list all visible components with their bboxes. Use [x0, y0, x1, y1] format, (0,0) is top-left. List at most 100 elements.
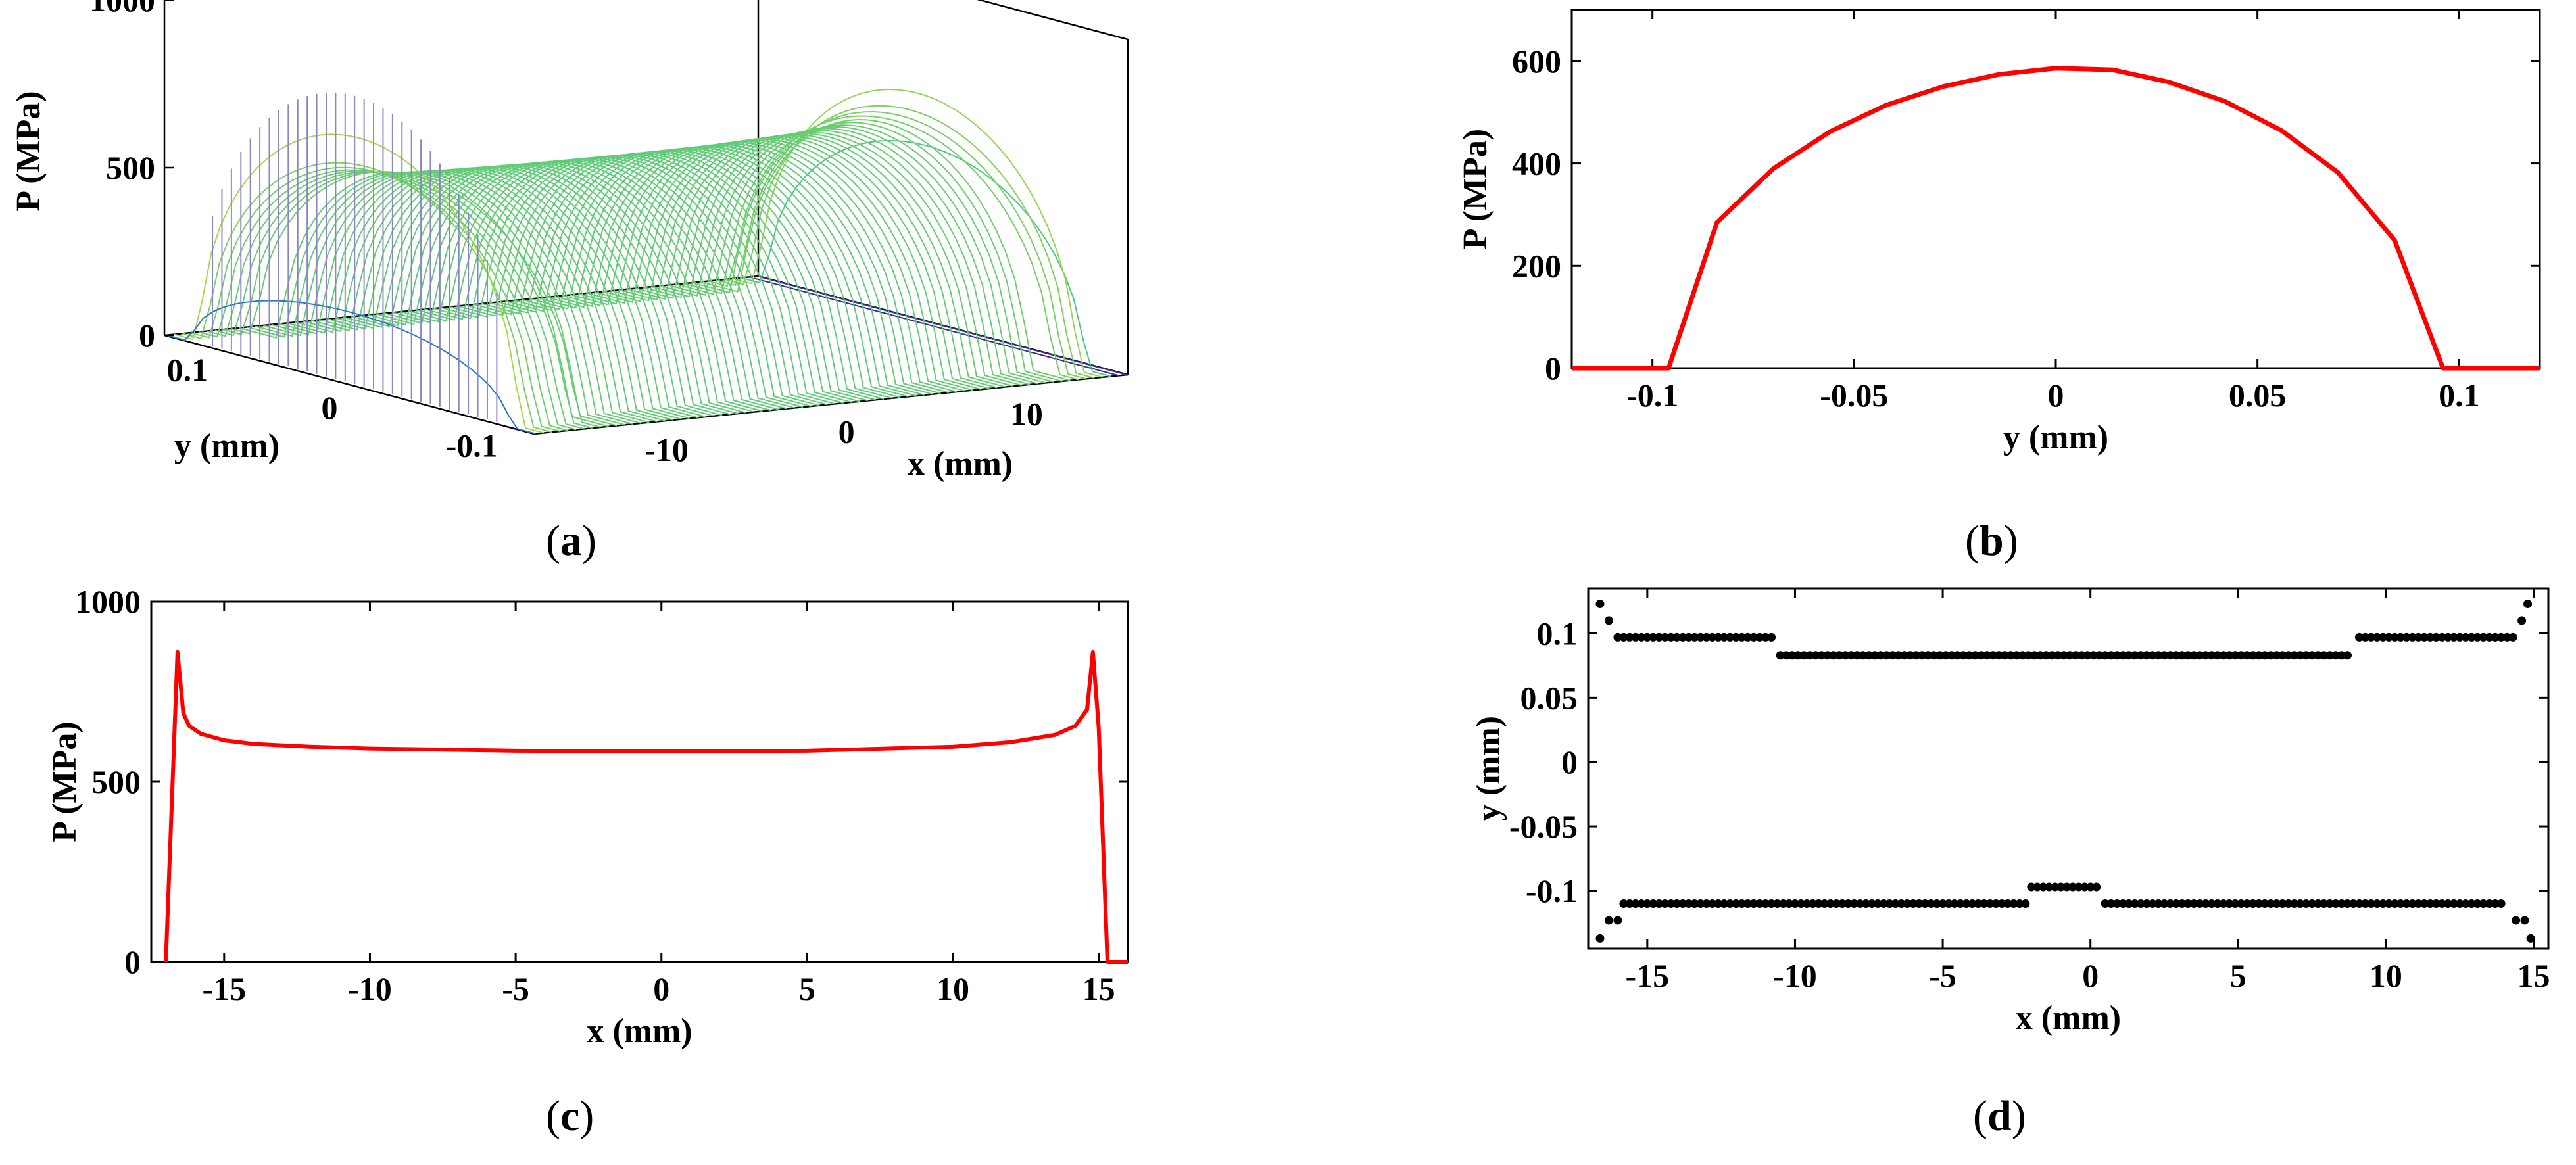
scatter-point: [1918, 651, 1927, 660]
scatter-point: [2384, 899, 2393, 908]
scatter-point: [2065, 651, 2074, 660]
z-tick-label: 0: [139, 317, 155, 354]
scatter-point: [1805, 651, 1814, 660]
mesh-line: [562, 144, 933, 395]
scatter-point: [2496, 899, 2506, 908]
scatter-point-corner: [1604, 616, 1613, 625]
scatter-point: [1802, 899, 1811, 908]
scatter-point: [1835, 651, 1844, 660]
scatter-point: [1832, 899, 1841, 908]
scatter-point: [1970, 651, 1980, 660]
scatter-point: [2112, 899, 2122, 908]
mesh-line: [303, 168, 674, 421]
scatter-point: [2219, 899, 2228, 908]
scatter-point: [1823, 651, 1832, 660]
scatter-point: [2496, 632, 2506, 642]
scatter-point: [2041, 651, 2051, 660]
y-axis-label: y (mm): [174, 427, 279, 465]
scatter-point: [2124, 651, 2133, 660]
mesh-line: [676, 126, 1046, 384]
scatter-point: [1793, 651, 1803, 660]
y-tick-label: 0.1: [1537, 615, 1578, 652]
scatter-point: [2092, 882, 2101, 892]
scatter-point: [2248, 899, 2258, 908]
scatter-point: [1696, 899, 1705, 908]
scatter-point: [2360, 899, 2369, 908]
scatter-point: [2408, 632, 2417, 642]
scatter-point: [2366, 632, 2375, 642]
scatter-point: [1643, 632, 1652, 642]
scatter-point: [2272, 899, 2281, 908]
scatter-point: [2118, 899, 2127, 908]
x-axis-label: x (mm): [587, 1012, 692, 1050]
scatter-point: [1914, 899, 1924, 908]
mesh-line: [474, 153, 844, 404]
x-tick-label: -5: [1929, 957, 1956, 994]
mesh-line: [263, 170, 633, 425]
scatter-point: [1843, 899, 1853, 908]
scatter-point: [2419, 632, 2429, 642]
scatter-point: [2207, 651, 2216, 660]
scatter-point: [2278, 899, 2287, 908]
scatter-point: [2248, 651, 2258, 660]
caption-a: (a): [546, 517, 596, 565]
scatter-point: [1661, 899, 1670, 908]
scatter-point: [2142, 651, 2151, 660]
scatter-point: [1994, 651, 2003, 660]
scatter-point: [1903, 899, 1912, 908]
scatter-point: [1649, 632, 1658, 642]
scatter-points: [1595, 599, 2535, 943]
x-tick-label: 0: [2082, 957, 2099, 994]
series-line-pressure-x: [164, 650, 1128, 964]
scatter-point: [2402, 899, 2411, 908]
mesh-line: [328, 166, 698, 419]
scatter-point-corner: [1595, 934, 1605, 943]
scatter-point: [2372, 899, 2381, 908]
scatter-point: [1755, 632, 1764, 642]
scatter-point: [1982, 651, 1991, 660]
scatter-point: [1991, 899, 2001, 908]
scatter-point: [2106, 651, 2116, 660]
scatter-point: [1649, 899, 1658, 908]
scatter-point: [2343, 651, 2352, 660]
mesh-line: [725, 105, 1095, 379]
scatter-point: [1941, 651, 1951, 660]
scatter-point: [1997, 899, 2006, 908]
panel-d: -15 -10 -5 0 5 10 15 0.1 0.05 0 -0.05 -0.1 x (mm) y (…: [1289, 579, 2576, 1078]
scatter-point: [2437, 899, 2446, 908]
scatter-point: [1837, 899, 1847, 908]
scatter-point: [1959, 651, 1968, 660]
scatter-point: [1950, 899, 1959, 908]
scatter-point: [2308, 899, 2317, 908]
y-tick-label: 0: [322, 389, 338, 426]
scatter-point: [1980, 899, 1989, 908]
scatter-point: [2349, 899, 2358, 908]
scatter-point: [1743, 632, 1753, 642]
scatter-point-corner: [1613, 916, 1622, 925]
mesh-line: [287, 169, 658, 423]
scatter-point: [1870, 651, 1880, 660]
mesh-line: [708, 115, 1079, 381]
mesh-line: [417, 158, 787, 410]
plot-frame: [1570, 9, 2541, 369]
x-tick-label: 15: [1082, 970, 1115, 1007]
scatter-point: [2260, 899, 2270, 908]
scatter-point: [2177, 899, 2187, 908]
scatter-point: [2237, 651, 2246, 660]
scatter-point: [2047, 651, 2056, 660]
y-tick-label: 600: [1512, 43, 1561, 80]
x-tick-label: 10: [936, 970, 969, 1007]
x-tick-label: 0: [653, 970, 669, 1007]
scatter-point: [1702, 899, 1711, 908]
scatter-point: [1643, 899, 1652, 908]
scatter-point: [2148, 651, 2157, 660]
series-line-pressure-y: [1572, 66, 2540, 371]
scatter-point: [1811, 651, 1820, 660]
scatter-point: [1885, 899, 1894, 908]
x-tick-label: -10: [348, 970, 392, 1007]
scatter-point: [1935, 651, 1945, 660]
y-tick-label: 0: [1561, 744, 1578, 780]
scatter-point: [2039, 882, 2048, 892]
scatter-point: [2402, 632, 2411, 642]
chart-d-svg: -15 -10 -5 0 5 10 15 0.1 0.05 0 -0.05 -0.1 x (mm) y (…: [1470, 587, 2550, 1037]
